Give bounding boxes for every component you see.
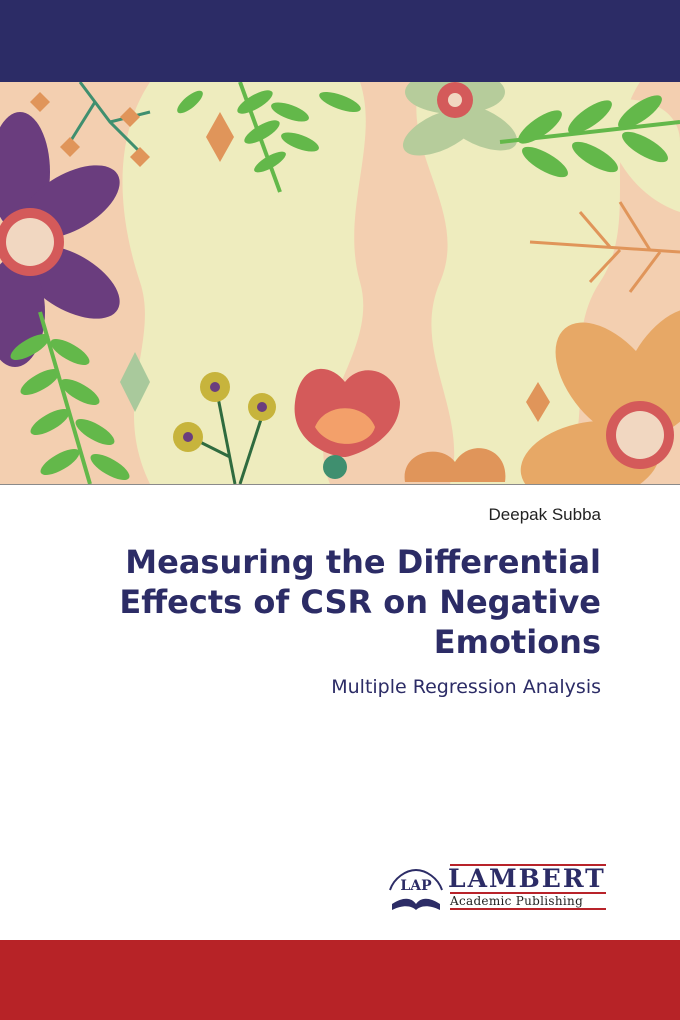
publisher-logo: LAP LAMBERT Academic Publishing [386,860,608,916]
book-title: Measuring the Differential Effects of CS… [119,543,601,661]
lap-mark-text: LAP [400,878,432,894]
yellow-flowers-icon [173,372,276,484]
author-name: Deepak Subba [488,505,601,524]
book-subtitle: Multiple Regression Analysis [331,676,601,698]
publisher-rule-middle [450,892,606,894]
cream-blob-right [416,82,640,484]
bottom-color-band [0,940,680,1020]
left-fern-icon [10,311,130,484]
illustration-divider [0,484,680,485]
green-fern-icon [177,82,361,193]
red-tulip-icon [294,368,400,479]
floral-cover-illustration [0,82,680,484]
publisher-rule-bottom [450,908,606,910]
purple-flower-icon [0,112,120,367]
orange-petal-icon [404,448,506,482]
publisher-rule-top [450,864,606,866]
orange-branch-icon [529,201,680,293]
publisher-name: LAMBERT [448,864,606,893]
orange-small-diamond-icon [526,382,550,422]
orange-diamond-icon [206,112,234,162]
orange-flower-icon [520,308,680,484]
sage-diamond-icon [120,352,150,412]
top-color-band [0,0,680,82]
red-flower-icon [402,82,518,156]
lap-book-icon: LAP [389,868,443,910]
green-leaf-branch-icon [499,95,680,178]
publisher-tagline: Academic Publishing [450,894,584,908]
